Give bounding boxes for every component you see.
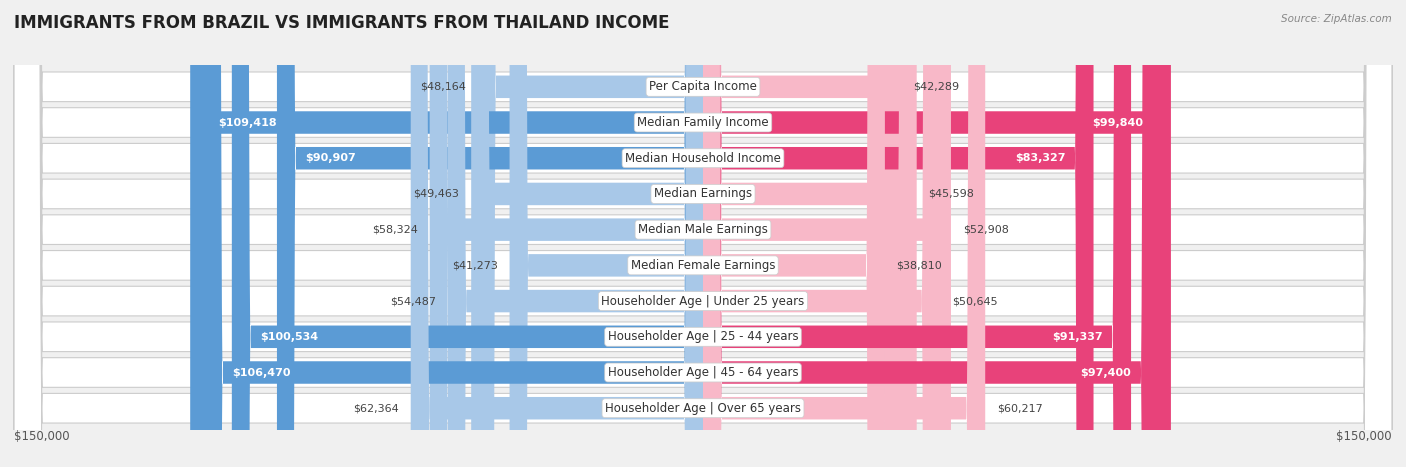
FancyBboxPatch shape — [703, 0, 986, 467]
Text: $99,840: $99,840 — [1092, 118, 1143, 127]
FancyBboxPatch shape — [703, 0, 901, 467]
FancyBboxPatch shape — [14, 0, 1392, 467]
FancyBboxPatch shape — [232, 0, 703, 467]
FancyBboxPatch shape — [703, 0, 1171, 467]
Text: Median Family Income: Median Family Income — [637, 116, 769, 129]
Text: $109,418: $109,418 — [218, 118, 277, 127]
FancyBboxPatch shape — [411, 0, 703, 467]
Text: $45,598: $45,598 — [928, 189, 974, 199]
Text: $62,364: $62,364 — [353, 403, 399, 413]
Text: Median Earnings: Median Earnings — [654, 187, 752, 200]
FancyBboxPatch shape — [190, 0, 703, 467]
FancyBboxPatch shape — [277, 0, 703, 467]
FancyBboxPatch shape — [703, 0, 1130, 467]
FancyBboxPatch shape — [14, 0, 1392, 467]
Text: Householder Age | Over 65 years: Householder Age | Over 65 years — [605, 402, 801, 415]
Text: $42,289: $42,289 — [912, 82, 959, 92]
FancyBboxPatch shape — [471, 0, 703, 467]
FancyBboxPatch shape — [509, 0, 703, 467]
FancyBboxPatch shape — [703, 0, 917, 467]
Text: $50,645: $50,645 — [952, 296, 998, 306]
Text: $90,907: $90,907 — [305, 153, 356, 163]
FancyBboxPatch shape — [703, 0, 1094, 467]
Text: IMMIGRANTS FROM BRAZIL VS IMMIGRANTS FROM THAILAND INCOME: IMMIGRANTS FROM BRAZIL VS IMMIGRANTS FRO… — [14, 14, 669, 32]
Text: $41,273: $41,273 — [451, 261, 498, 270]
FancyBboxPatch shape — [703, 0, 1160, 467]
FancyBboxPatch shape — [14, 0, 1392, 467]
Text: $150,000: $150,000 — [14, 430, 70, 443]
FancyBboxPatch shape — [14, 0, 1392, 467]
Text: $49,463: $49,463 — [413, 189, 460, 199]
Text: Source: ZipAtlas.com: Source: ZipAtlas.com — [1281, 14, 1392, 24]
FancyBboxPatch shape — [14, 0, 1392, 467]
Text: $38,810: $38,810 — [897, 261, 942, 270]
Text: $60,217: $60,217 — [997, 403, 1043, 413]
Text: $52,908: $52,908 — [963, 225, 1008, 234]
Text: Per Capita Income: Per Capita Income — [650, 80, 756, 93]
FancyBboxPatch shape — [430, 0, 703, 467]
FancyBboxPatch shape — [703, 0, 950, 467]
Text: $97,400: $97,400 — [1081, 368, 1132, 377]
FancyBboxPatch shape — [447, 0, 703, 467]
Text: $54,487: $54,487 — [389, 296, 436, 306]
Text: $91,337: $91,337 — [1052, 332, 1102, 342]
FancyBboxPatch shape — [14, 0, 1392, 467]
FancyBboxPatch shape — [14, 0, 1392, 467]
Text: Median Household Income: Median Household Income — [626, 152, 780, 165]
Text: $100,534: $100,534 — [260, 332, 318, 342]
Text: $58,324: $58,324 — [373, 225, 418, 234]
FancyBboxPatch shape — [703, 0, 941, 467]
Text: $83,327: $83,327 — [1015, 153, 1066, 163]
Text: Median Female Earnings: Median Female Earnings — [631, 259, 775, 272]
Text: $48,164: $48,164 — [419, 82, 465, 92]
Text: $150,000: $150,000 — [1336, 430, 1392, 443]
FancyBboxPatch shape — [14, 0, 1392, 467]
FancyBboxPatch shape — [703, 0, 884, 467]
Text: $106,470: $106,470 — [232, 368, 291, 377]
Text: Householder Age | 25 - 44 years: Householder Age | 25 - 44 years — [607, 330, 799, 343]
FancyBboxPatch shape — [477, 0, 703, 467]
Text: Median Male Earnings: Median Male Earnings — [638, 223, 768, 236]
FancyBboxPatch shape — [14, 0, 1392, 467]
FancyBboxPatch shape — [204, 0, 703, 467]
Text: Householder Age | Under 25 years: Householder Age | Under 25 years — [602, 295, 804, 308]
FancyBboxPatch shape — [14, 0, 1392, 467]
Text: Householder Age | 45 - 64 years: Householder Age | 45 - 64 years — [607, 366, 799, 379]
